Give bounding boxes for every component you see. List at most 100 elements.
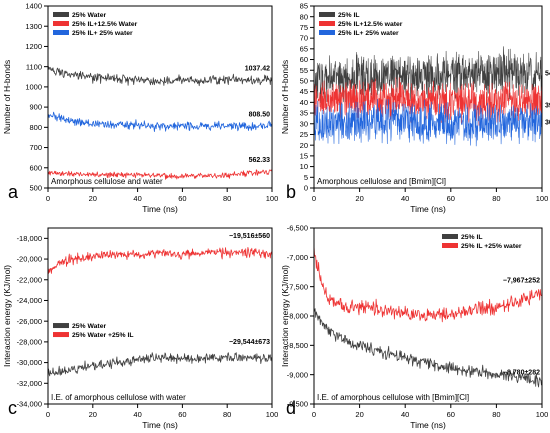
panel-letter: d <box>286 398 296 418</box>
x-tick-label: 60 <box>447 194 455 203</box>
x-tick-label: 0 <box>46 194 50 203</box>
legend-label: 25% Water +25% IL <box>72 332 134 339</box>
y-tick-label: 10 <box>300 162 308 171</box>
series-line-1 <box>48 352 272 377</box>
y-tick-label: -9,500 <box>287 400 308 409</box>
legend-label: 25% IL +25% water <box>461 243 522 250</box>
plot-frame <box>47 227 273 405</box>
legend-swatch <box>319 12 335 17</box>
legend-label: 25% IL+12.5% water <box>338 21 403 28</box>
x-tick-label: 20 <box>89 194 97 203</box>
y-tick-label: 25 <box>300 130 308 139</box>
y-tick-label: -28,000 <box>17 337 42 346</box>
y-tick-label: 80 <box>300 12 308 21</box>
panel-letter: a <box>8 182 19 202</box>
x-axis-label: Time (ns) <box>410 420 446 430</box>
y-tick-label: -18,000 <box>17 234 42 243</box>
legend-label: 25% Water <box>72 12 106 19</box>
y-tick-label: 75 <box>300 23 308 32</box>
plot-frame <box>47 5 273 189</box>
legend-label: 25% IL+12.5% Water <box>72 21 138 28</box>
y-tick-label: 700 <box>29 143 42 152</box>
legend-label: 25% IL+ 25% water <box>338 30 399 37</box>
x-axis-label: Time (ns) <box>142 420 178 430</box>
series-line-2 <box>48 247 272 274</box>
series-line-1 <box>314 308 542 388</box>
panel-d: 0 20 40 60 80 100 -9,500 -9,000 -8,500 -8,000 -7,5… <box>280 224 548 430</box>
y-tick-label: -20,000 <box>17 255 42 264</box>
series-line-2 <box>314 245 542 323</box>
y-tick-label: 0 <box>304 184 308 193</box>
series-line-2 <box>48 168 272 180</box>
y-tick-label: 40 <box>300 98 308 107</box>
y-tick-label: 45 <box>300 87 308 96</box>
legend-swatch <box>319 30 335 35</box>
y-tick-label: 900 <box>29 103 42 112</box>
x-tick-label: 100 <box>266 194 279 203</box>
x-tick-label: 100 <box>536 410 549 419</box>
y-tick-label: 5 <box>304 173 308 182</box>
y-tick-label: 800 <box>29 123 42 132</box>
legend-label: 25% IL+ 25% water <box>72 30 133 37</box>
panel-annotation: Amorphous cellulose and [Bmim][Cl] <box>317 177 446 186</box>
legend-swatch <box>53 21 69 26</box>
y-tick-label: -7,500 <box>287 282 308 291</box>
panel-b: 0 20 40 60 80 1000510152025303540455055606570… <box>280 2 550 214</box>
y-tick-label: -26,000 <box>17 317 42 326</box>
y-tick-label: 1000 <box>25 82 42 91</box>
y-tick-label: 15 <box>300 151 308 160</box>
x-tick-label: 0 <box>312 194 316 203</box>
series-line-2 <box>314 77 542 126</box>
x-tick-label: 80 <box>223 410 231 419</box>
end-value-label: 54.09 <box>545 70 550 77</box>
end-value-label: 808.50 <box>249 112 271 119</box>
x-tick-label: 100 <box>536 194 549 203</box>
panel-letter: c <box>8 398 17 418</box>
end-value-label: −29,544±673 <box>229 339 270 346</box>
y-axis-label: Number of H-bonds <box>280 60 290 134</box>
panel-c: 0 20 40 60 80 100 -34,000 -32,000 -30,000 -28,000… <box>2 227 279 430</box>
y-axis-label: Interaction energy (KJ/mol) <box>280 265 290 367</box>
end-value-label: −8,780±282 <box>503 370 540 377</box>
legend-label: 25% IL <box>461 234 483 241</box>
end-value-label: −19,516±560 <box>229 233 270 240</box>
x-tick-label: 80 <box>492 410 500 419</box>
legend-label: 25% Water <box>72 323 106 330</box>
y-tick-label: -24,000 <box>17 296 42 305</box>
x-tick-label: 80 <box>492 194 500 203</box>
legend-swatch <box>442 243 458 248</box>
panel-annotation: Amorphous cellulose and water <box>51 177 163 186</box>
y-tick-label: 1300 <box>25 22 42 31</box>
y-tick-label: 50 <box>300 77 308 86</box>
y-tick-label: 70 <box>300 34 308 43</box>
y-tick-label: -8,500 <box>287 341 308 350</box>
legend-swatch <box>53 30 69 35</box>
x-tick-label: 80 <box>223 194 231 203</box>
y-tick-label: -9,000 <box>287 370 308 379</box>
y-tick-label: -30,000 <box>17 358 42 367</box>
y-tick-label: 1400 <box>25 2 42 11</box>
legend-swatch <box>319 21 335 26</box>
y-tick-label: 55 <box>300 66 308 75</box>
y-axis-label: Number of H-bonds <box>2 60 12 134</box>
end-value-label: 30.72 <box>545 120 550 127</box>
legend-swatch <box>53 12 69 17</box>
y-tick-label: 35 <box>300 109 308 118</box>
x-tick-label: 100 <box>266 410 279 419</box>
y-tick-label: -8,000 <box>287 312 308 321</box>
y-tick-label: 60 <box>300 55 308 64</box>
y-tick-label: 85 <box>300 2 308 11</box>
series-line-1 <box>314 46 542 103</box>
legend-label: 25% IL <box>338 12 360 19</box>
x-tick-label: 60 <box>447 410 455 419</box>
y-tick-label: -7,000 <box>287 253 308 262</box>
y-axis-label: Interaction energy (KJ/mol) <box>2 265 12 367</box>
x-tick-label: 40 <box>133 410 141 419</box>
y-tick-label: -32,000 <box>17 379 42 388</box>
x-tick-label: 20 <box>89 410 97 419</box>
x-tick-label: 0 <box>46 410 50 419</box>
plot-frame <box>313 5 543 189</box>
series-line-3 <box>314 98 542 147</box>
y-tick-label: 20 <box>300 141 308 150</box>
